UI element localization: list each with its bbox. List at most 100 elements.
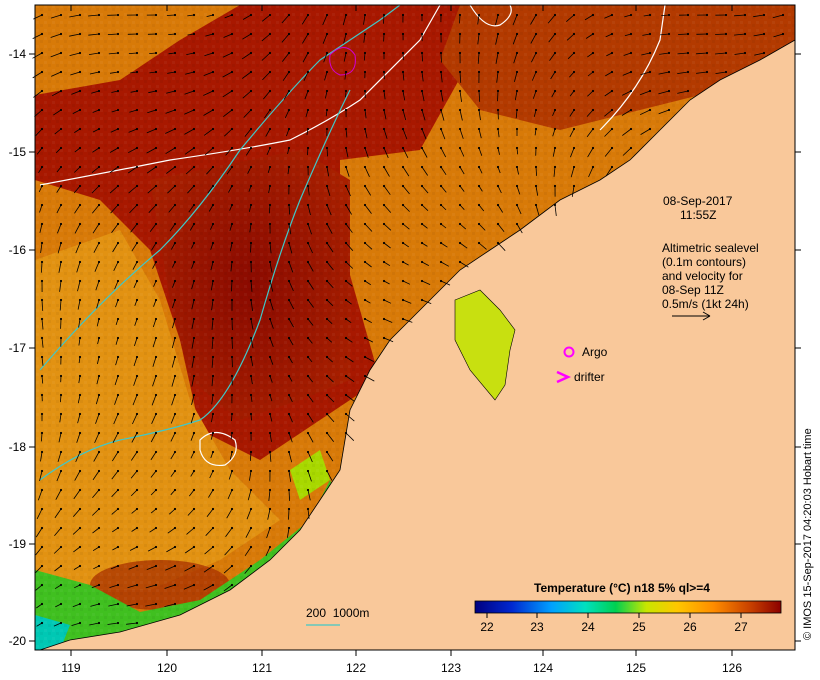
velocity-vector bbox=[326, 394, 335, 403]
vector-origin bbox=[306, 13, 310, 17]
vector-origin bbox=[287, 431, 291, 435]
vector-origin bbox=[97, 583, 101, 587]
vector-origin bbox=[154, 374, 158, 378]
vector-origin bbox=[211, 355, 215, 359]
vector-origin bbox=[40, 507, 44, 511]
velocity-vector bbox=[94, 261, 100, 272]
vector-origin bbox=[40, 51, 44, 55]
vector-origin bbox=[496, 241, 500, 245]
y-tick-label: -17 bbox=[9, 341, 27, 355]
vector-origin bbox=[458, 260, 462, 264]
velocity-vector bbox=[586, 109, 594, 117]
colorbar: Temperature (°C) n18 5% ql>=4 22 23 24 25 26… bbox=[474, 581, 782, 634]
vector-origin bbox=[306, 317, 310, 321]
velocity-vector bbox=[134, 318, 138, 326]
vector-origin bbox=[97, 51, 101, 55]
velocity-vector bbox=[223, 565, 233, 574]
velocity-vector bbox=[126, 622, 138, 625]
velocity-vector bbox=[288, 261, 294, 273]
velocity-vector bbox=[223, 109, 233, 118]
vector-origin bbox=[420, 184, 424, 188]
vector-origin bbox=[59, 507, 63, 511]
vector-origin bbox=[306, 488, 310, 492]
vector-origin bbox=[135, 89, 139, 93]
vector-origin bbox=[610, 32, 614, 36]
velocity-vector bbox=[459, 109, 463, 121]
velocity-vector bbox=[288, 280, 294, 292]
vector-origin bbox=[211, 184, 215, 188]
altimetry-line: (0.1m contours) bbox=[662, 255, 746, 269]
vector-origin bbox=[344, 203, 348, 207]
vector-origin bbox=[306, 203, 310, 207]
vector-origin bbox=[781, 13, 785, 17]
vector-origin bbox=[173, 393, 177, 397]
vector-origin bbox=[287, 526, 291, 530]
velocity-vector bbox=[191, 280, 195, 290]
velocity-vector bbox=[715, 52, 727, 55]
velocity-vector bbox=[440, 128, 446, 140]
velocity-vector bbox=[77, 280, 81, 292]
velocity-vector bbox=[288, 394, 293, 403]
velocity-vector bbox=[108, 52, 119, 55]
vector-origin bbox=[515, 13, 519, 17]
vector-origin bbox=[268, 469, 272, 473]
vector-origin bbox=[211, 32, 215, 36]
velocity-vector bbox=[734, 14, 746, 17]
vector-origin bbox=[59, 450, 63, 454]
vector-origin bbox=[40, 127, 44, 131]
velocity-vector bbox=[114, 375, 119, 386]
vector-origin bbox=[534, 203, 538, 207]
velocity-vector bbox=[304, 90, 309, 100]
velocity-vector bbox=[269, 337, 274, 347]
velocity-vector bbox=[172, 280, 176, 288]
velocity-vector bbox=[307, 147, 309, 156]
vector-origin bbox=[154, 32, 158, 36]
velocity-vector bbox=[77, 299, 81, 310]
velocity-vector bbox=[41, 337, 44, 348]
velocity-vector bbox=[111, 527, 119, 533]
vector-origin bbox=[78, 450, 82, 454]
velocity-vector bbox=[76, 261, 81, 273]
vector-origin bbox=[705, 13, 709, 17]
velocity-vector bbox=[269, 356, 274, 365]
vector-origin bbox=[249, 108, 253, 112]
vector-origin bbox=[249, 146, 253, 150]
velocity-vector bbox=[184, 546, 195, 554]
velocity-vector bbox=[205, 527, 214, 536]
velocity-vector bbox=[244, 565, 252, 574]
vector-origin bbox=[154, 203, 158, 207]
vector-origin bbox=[192, 583, 196, 587]
vector-origin bbox=[401, 184, 405, 188]
velocity-vector bbox=[531, 52, 537, 63]
vector-origin bbox=[154, 70, 158, 74]
vector-origin bbox=[135, 393, 139, 397]
vector-origin bbox=[401, 317, 405, 321]
vector-origin bbox=[363, 336, 367, 340]
vector-origin bbox=[268, 184, 272, 188]
vector-origin bbox=[192, 488, 196, 492]
velocity-vector bbox=[605, 33, 613, 38]
vector-origin bbox=[211, 127, 215, 131]
vector-origin bbox=[154, 488, 158, 492]
vector-origin bbox=[230, 545, 234, 549]
vector-origin bbox=[306, 70, 310, 74]
vector-origin bbox=[173, 583, 177, 587]
vector-origin bbox=[420, 298, 424, 302]
velocity-vector bbox=[513, 52, 518, 64]
vector-origin bbox=[515, 184, 519, 188]
vector-origin bbox=[705, 70, 709, 74]
velocity-vector bbox=[623, 52, 632, 56]
vector-origin bbox=[610, 89, 614, 93]
velocity-vector bbox=[149, 223, 157, 233]
velocity-vector bbox=[459, 242, 468, 249]
velocity-vector bbox=[459, 90, 462, 102]
velocity-vector bbox=[516, 204, 522, 215]
velocity-vector bbox=[210, 432, 214, 440]
velocity-vector bbox=[229, 451, 233, 460]
velocity-vector bbox=[211, 356, 214, 368]
vector-origin bbox=[78, 279, 82, 283]
velocity-vector bbox=[115, 337, 119, 345]
y-tick-label: -20 bbox=[9, 634, 27, 648]
velocity-vector bbox=[203, 128, 214, 136]
velocity-vector bbox=[383, 128, 388, 139]
